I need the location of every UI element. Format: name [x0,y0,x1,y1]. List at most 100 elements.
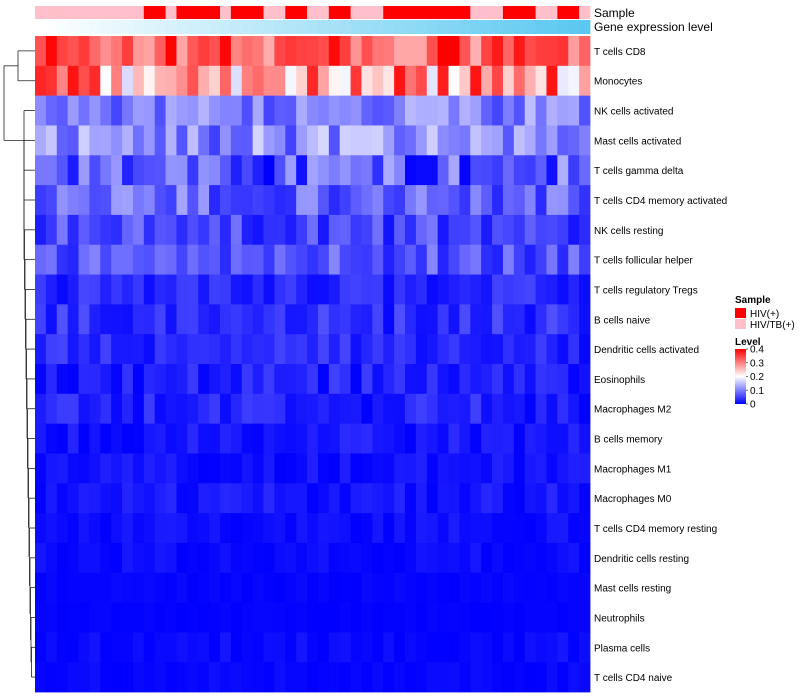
heatmap-cell [535,155,547,186]
heatmap-cell [111,244,123,275]
heatmap-cell [274,125,286,156]
heatmap-cell [339,423,351,454]
heatmap-cell [67,155,79,186]
heatmap-cell [502,244,515,275]
heatmap-cell [307,65,319,97]
heatmap-cell [111,95,123,126]
heatmap-cell [154,274,166,305]
heatmap-cell [383,453,395,484]
heatmap-cell [45,423,58,454]
heatmap-cell [448,542,460,574]
heatmap-cell [361,185,373,216]
heatmap-cell [56,602,69,633]
heatmap-cell [165,483,177,514]
heatmap-cell [263,483,275,514]
heatmap-cell [89,602,101,633]
heatmap-cell [579,274,591,305]
heatmap-cell [372,393,384,425]
heatmap-cell [513,483,526,514]
heatmap-cell [165,155,177,186]
expression-annotation-cell [35,20,47,34]
heatmap-cell [492,364,504,395]
heatmap-cell [89,364,101,395]
heatmap-cell [56,155,69,186]
heatmap-cell [361,36,373,67]
heatmap-cell [67,513,79,544]
heatmap-cell [100,65,112,97]
heatmap-cell [339,125,351,156]
heatmap-cell [263,513,275,544]
heatmap-cell [252,513,264,544]
heatmap-cell [524,244,536,275]
heatmap-cell [426,214,439,246]
heatmap-cell [89,483,101,514]
heatmap-cell [56,632,69,663]
heatmap-cell [78,364,90,395]
heatmap-cell [339,453,351,484]
heatmap-cell [187,65,199,97]
heatmap-cell [492,602,504,633]
heatmap-cell [339,304,351,335]
heatmap-cell [579,334,591,365]
heatmap-cell [187,155,199,186]
heatmap-cell [263,125,275,156]
heatmap-cell [274,274,286,305]
heatmap-cell [198,304,210,335]
heatmap-cell [220,95,232,126]
heatmap-cell [35,185,47,216]
heatmap-cell [187,542,199,574]
heatmap-cell [89,423,101,454]
heatmap-cell [317,244,330,275]
legend-tick-label: 0 [750,400,756,411]
heatmap-cell [252,393,264,425]
heatmap-cell [241,155,254,186]
heatmap-cell [459,572,471,603]
heatmap-cell [154,214,166,246]
heatmap-cell [437,65,449,97]
heatmap-cell [557,662,569,693]
sample-annotation-cell [165,6,177,19]
heatmap-cell [437,274,449,305]
heatmap-cell [209,602,221,633]
heatmap-cell [252,95,264,126]
heatmap-cell [252,423,264,454]
heatmap-cell [339,513,351,544]
heatmap-cell [405,453,417,484]
heatmap-cell [415,155,428,186]
expression-annotation-cell [67,20,79,34]
heatmap-cell [579,393,591,425]
heatmap-cell [154,393,166,425]
heatmap-cell [328,65,341,97]
heatmap-cell [459,453,471,484]
heatmap-cell [317,364,330,395]
heatmap-cell [89,304,101,335]
heatmap-cell [56,483,69,514]
heatmap-cell [111,632,123,663]
heatmap-cell [241,513,254,544]
heatmap-cell [546,95,558,126]
heatmap-cell [492,125,504,156]
heatmap-cell [35,542,47,574]
heatmap-cell [220,155,232,186]
heatmap-cell [437,95,449,126]
heatmap-cell [165,602,177,633]
heatmap-cell [579,185,591,216]
heatmap-cell [502,453,515,484]
heatmap-cell [165,95,177,126]
heatmap-cell [394,364,406,395]
heatmap-cell [89,662,101,693]
heatmap-cell [154,244,166,275]
row-label: T cells CD4 memory activated [594,196,727,207]
heatmap-cell [339,214,351,246]
heatmap-cell [317,65,330,97]
heatmap-cell [274,36,286,67]
heatmap-cell [437,453,449,484]
sample-annotation-cell [524,6,536,19]
expression-annotation-cell [307,20,319,34]
heatmap-cell [56,334,69,365]
heatmap-cell [100,214,112,246]
heatmap-cell [383,393,395,425]
heatmap-cell [263,632,275,663]
heatmap-cell [241,125,254,156]
heatmap-cell [470,364,482,395]
